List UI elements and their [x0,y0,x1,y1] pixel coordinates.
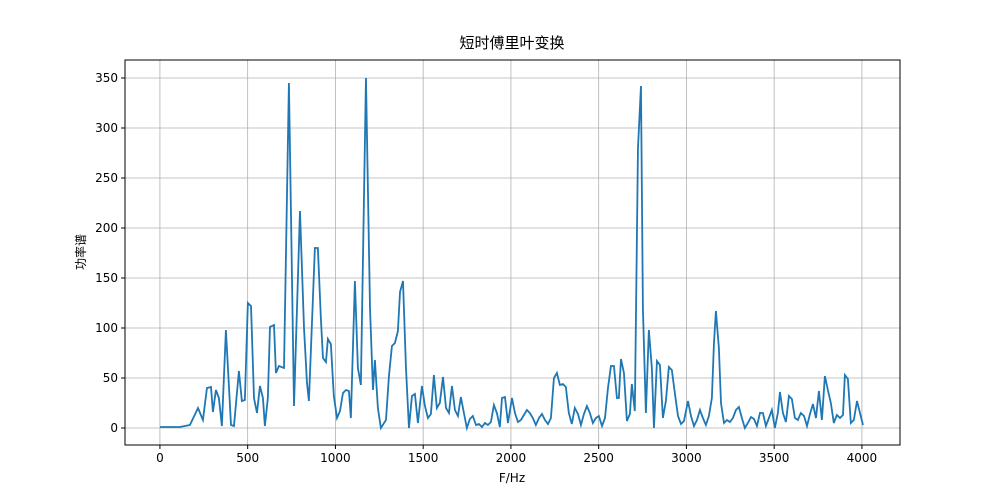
x-tick-label: 0 [156,451,164,465]
x-tick-label: 3500 [759,451,790,465]
x-tick-label: 2000 [496,451,527,465]
x-tick-label: 3000 [671,451,702,465]
chart-title: 短时傅里叶变换 [459,34,564,52]
y-tick-label: 0 [110,421,118,435]
y-axis-label: 功率谱 [73,234,88,270]
data-line [159,77,864,432]
x-axis-label: F/Hz [499,471,525,485]
y-tick-label: 250 [95,171,118,185]
y-tick-label: 150 [95,271,118,285]
y-tick-label: 50 [103,371,118,385]
x-tick-label: 500 [236,451,259,465]
x-tick-label: 2500 [583,451,614,465]
x-tick-label: 1500 [408,451,439,465]
plot-frame [124,59,901,446]
y-tick-label: 200 [95,221,118,235]
y-tick-label: 350 [95,71,118,85]
y-tick-label: 100 [95,321,118,335]
x-tick-label: 1000 [320,451,351,465]
x-tick-label: 4000 [847,451,878,465]
y-tick-label: 300 [95,121,118,135]
